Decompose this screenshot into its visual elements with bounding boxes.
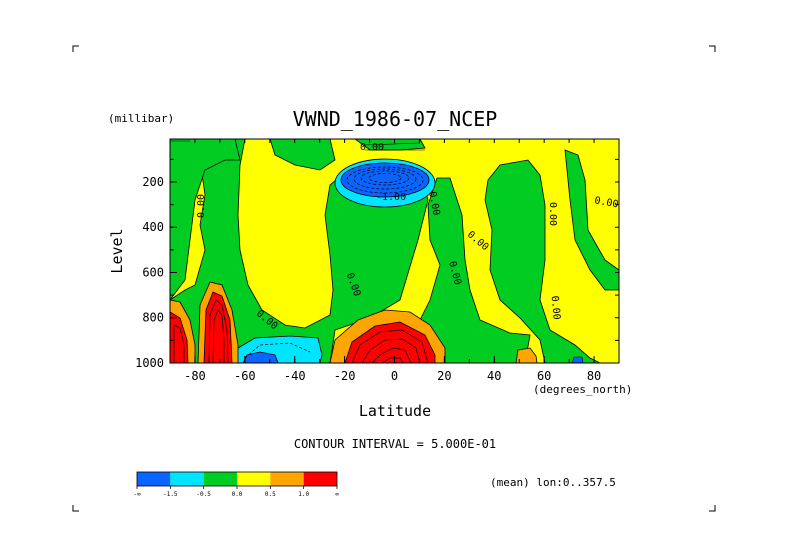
x-tick-label: -20 bbox=[334, 369, 356, 383]
crop-marks bbox=[72, 45, 716, 512]
colorbar-swatch bbox=[203, 472, 237, 486]
y-tick-label: 600 bbox=[142, 265, 164, 279]
colorbar-tick-label: 0.5 bbox=[265, 491, 276, 498]
x-tick-label: -60 bbox=[234, 369, 256, 383]
y-axis-label: Level bbox=[108, 228, 126, 273]
contour-label: 0.00 bbox=[426, 191, 441, 217]
contour-lines-southern bbox=[173, 299, 229, 363]
field-blue-speck bbox=[571, 356, 584, 363]
field-green-regions bbox=[170, 139, 619, 363]
field-negative-core-upper bbox=[334, 158, 436, 208]
colorbar-swatch bbox=[137, 472, 171, 486]
colorbar-tick-label: -∞ bbox=[133, 491, 141, 498]
y-tick-label: 800 bbox=[142, 311, 164, 325]
x-tick-label: -40 bbox=[284, 369, 306, 383]
y-tick-label: 400 bbox=[142, 220, 164, 234]
x-tick-label: 40 bbox=[487, 369, 501, 383]
contour-label: -1.00 bbox=[376, 192, 406, 203]
contour-lines-upper bbox=[346, 166, 424, 194]
colorbar-swatch bbox=[270, 472, 304, 486]
colorbar: -∞ -1.5 -0.5 0.0 0.5 1.0 ∞ bbox=[133, 471, 339, 498]
x-units-label: (degrees_north) bbox=[533, 383, 632, 396]
contour-lines-lower-neg bbox=[244, 342, 311, 359]
colorbar-tick-label: ∞ bbox=[335, 491, 339, 498]
plot-area bbox=[170, 139, 619, 363]
colorbar-swatch bbox=[303, 472, 337, 486]
contour-label: 0.00 bbox=[594, 195, 620, 210]
contour-label: 0.00 bbox=[360, 142, 384, 153]
colorbar-swatch bbox=[237, 472, 271, 486]
colorbar-tick-label: -1.5 bbox=[163, 491, 178, 498]
y-axis: 200 400 600 800 1000 bbox=[135, 158, 619, 370]
colorbar-swatch bbox=[170, 472, 204, 486]
field-southern-positive-cores bbox=[170, 281, 239, 363]
y-tick-label: 200 bbox=[142, 175, 164, 189]
chart-title: VWND_1986-07_NCEP bbox=[293, 107, 498, 131]
x-axis-label: Latitude bbox=[359, 402, 431, 420]
field-positive-patch bbox=[515, 347, 538, 363]
x-tick-label: 60 bbox=[537, 369, 551, 383]
x-tick-label: 20 bbox=[437, 369, 451, 383]
x-tick-label: 80 bbox=[587, 369, 601, 383]
field-negative-core-lower bbox=[234, 335, 323, 363]
x-tick-label: 0 bbox=[391, 369, 398, 383]
contour-label: 0.00 bbox=[549, 295, 562, 320]
contour-label: 0.00 bbox=[196, 194, 207, 218]
x-axis: -80 -60 -40 -20 0 20 40 60 80 bbox=[169, 139, 620, 383]
footer-text: (mean) lon:0..357.5 bbox=[490, 476, 616, 489]
contour-interval: CONTOUR INTERVAL = 5.000E-01 bbox=[294, 437, 496, 451]
colorbar-tick-label: 0.0 bbox=[232, 491, 243, 498]
colorbar-tick-label: 1.0 bbox=[298, 491, 309, 498]
contour-label: 0.00 bbox=[547, 202, 558, 226]
contour-lines-top bbox=[170, 140, 425, 151]
y-units-label: (millibar) bbox=[108, 112, 174, 125]
x-tick-label: -80 bbox=[184, 369, 206, 383]
colorbar-tick-label: -0.5 bbox=[196, 491, 211, 498]
y-tick-label: 1000 bbox=[135, 356, 164, 370]
